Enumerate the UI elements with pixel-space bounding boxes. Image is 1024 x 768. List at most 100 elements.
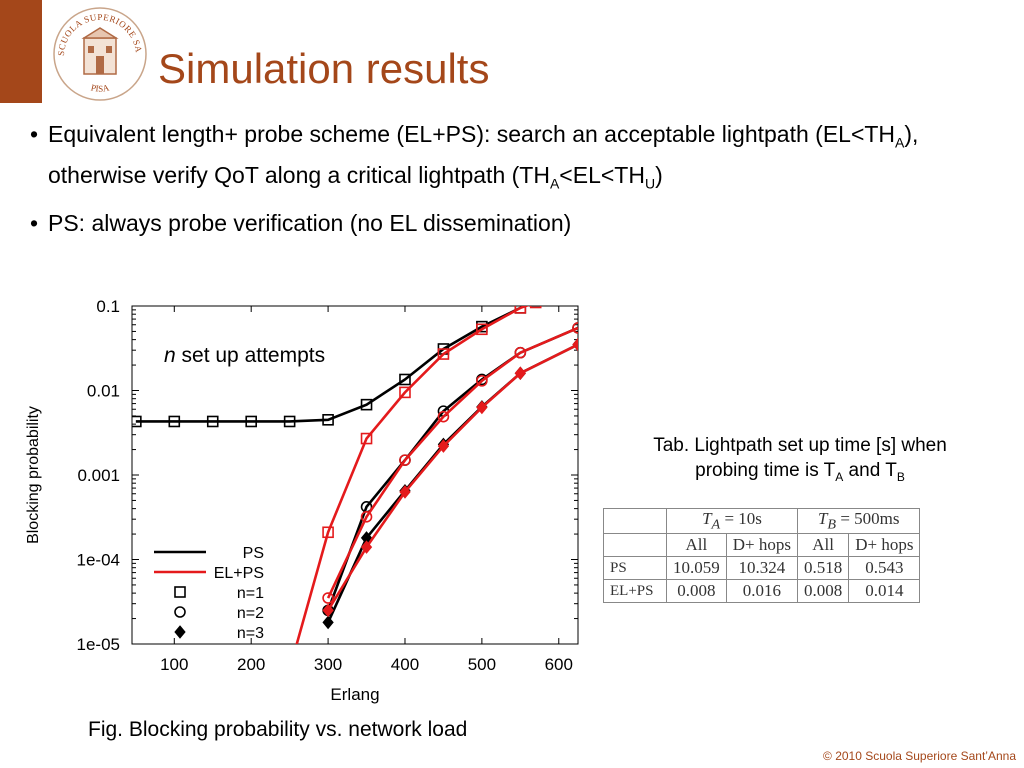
x-axis-label: Erlang — [330, 685, 379, 704]
legend-label: EL+PS — [214, 565, 264, 582]
accent-bar — [0, 0, 42, 103]
table-corner-cell — [603, 507, 667, 535]
data-point-ps-n1 — [322, 414, 334, 426]
x-tick-label: 100 — [160, 655, 188, 674]
x-tick-label: 500 — [468, 655, 496, 674]
data-point-el-ps-n3 — [360, 540, 373, 554]
data-point-ps-n1 — [206, 415, 219, 428]
table-cell: 0.016 — [725, 579, 798, 604]
y-tick-label: 0.01 — [87, 382, 120, 401]
x-tick-label: 200 — [237, 655, 265, 674]
plot-area — [132, 306, 578, 674]
series-line-el-ps-n3 — [326, 343, 578, 612]
data-point-ps-n1 — [360, 398, 373, 411]
table-cell: 0.008 — [666, 579, 727, 604]
legend-marker-diamond — [174, 625, 186, 639]
bullet-text-ps: PS: always probe verification (no EL dis… — [48, 210, 572, 237]
legend-marker-circle — [174, 606, 186, 618]
bullet-text-el-ps: Equivalent length+ probe scheme (EL+PS):… — [48, 121, 919, 192]
data-point-ps-n1 — [399, 373, 411, 386]
annotation-italic: n — [164, 344, 176, 367]
column-header: All — [666, 533, 727, 558]
x-tick-label: 300 — [314, 655, 342, 674]
y-tick-label: 0.1 — [96, 297, 120, 316]
table-cell: 10.059 — [666, 556, 727, 581]
series-line-el-ps-n1 — [295, 306, 530, 644]
svg-text:PISA: PISA — [90, 82, 111, 93]
legend-label: n=3 — [237, 625, 264, 642]
table-cell: 0.014 — [848, 579, 921, 604]
legend-marker-square — [174, 586, 186, 598]
setup-time-table: TA = 10s TB = 500ms All D+ hops All D+ h… — [603, 507, 921, 604]
table-cell: 0.543 — [848, 556, 921, 581]
annotation-text: set up attempts — [176, 344, 325, 367]
bullet-list: • Equivalent length+ probe scheme (EL+PS… — [30, 118, 1010, 247]
y-tick-label: 0.001 — [77, 466, 120, 485]
data-point-el-ps-n3 — [399, 485, 411, 499]
series-line-ps-n2 — [326, 326, 578, 611]
table-corner-cell — [603, 533, 667, 558]
series-line-ps-n3 — [326, 343, 578, 623]
chart-annotation: n set up attempts — [164, 344, 325, 367]
data-point-el-ps-n1 — [399, 386, 411, 399]
figure-caption: Fig. Blocking probability vs. network lo… — [88, 718, 468, 741]
data-point-el-ps-n1 — [514, 306, 527, 314]
copyright-notice: © 2010 Scuola Superiore Sant’Anna — [823, 749, 1016, 763]
chart-legend: PS EL+PS n=1 n=2 n=3 — [154, 545, 264, 642]
blocking-probability-chart: 100 200 300 400 500 600 0.1 0.01 0.001 1e-04 1e-05… — [25, 297, 579, 704]
column-header: D+ hops — [725, 533, 798, 558]
column-header: D+ hops — [848, 533, 921, 558]
table-row: PS 10.059 10.324 0.518 0.543 — [603, 556, 921, 581]
table-caption: Tab. Lightpath set up time [s] when prob… — [600, 433, 1000, 490]
y-tick-label: 1e-04 — [77, 551, 120, 570]
row-label: EL+PS — [603, 579, 667, 604]
data-point-el-ps-n2 — [572, 322, 578, 334]
bullet-item: • Equivalent length+ probe scheme (EL+PS… — [30, 118, 1010, 199]
data-point-el-ps-n1 — [360, 432, 373, 445]
bullet-item: • PS: always probe verification (no EL d… — [30, 207, 1010, 239]
table-caption-line1: Tab. Lightpath set up time [s] when — [653, 435, 947, 456]
data-point-el-ps-n2 — [476, 375, 488, 387]
data-point-el-ps-n1 — [529, 306, 542, 309]
bullet-dot: • — [30, 210, 39, 237]
data-point-el-ps-n2 — [360, 511, 373, 523]
data-point-el-ps-n3 — [476, 400, 488, 415]
series-line-el-ps-n2 — [326, 326, 578, 599]
column-header: All — [796, 533, 850, 558]
data-point-ps-n1 — [168, 415, 181, 428]
table-group-header-row: TA = 10s TB = 500ms — [603, 507, 921, 535]
data-point-el-ps-n3 — [572, 337, 578, 352]
data-point-el-ps-n1 — [322, 526, 334, 539]
x-tick-label: 600 — [545, 655, 573, 674]
data-point-ps-n1 — [132, 415, 142, 428]
school-logo-seal: SCUOLA SUPERIORE SANT'ANNA PISA — [50, 4, 147, 101]
data-point-ps-n3 — [322, 615, 334, 630]
table-cell: 0.518 — [796, 556, 850, 581]
series-line-ps-n1 — [135, 306, 521, 423]
data-point-ps-n1 — [283, 415, 296, 428]
legend-label: n=1 — [237, 585, 264, 602]
data-point-el-ps-n1 — [476, 323, 488, 336]
table-cell: 10.324 — [725, 556, 798, 581]
table-column-header-row: All D+ hops All D+ hops — [603, 533, 921, 558]
slide-title: Simulation results — [158, 45, 490, 92]
data-point-el-ps-n2 — [399, 454, 411, 466]
x-tick-label: 400 — [391, 655, 419, 674]
data-point-el-ps-n1 — [285, 664, 295, 674]
data-point-el-ps-n2 — [437, 410, 450, 423]
data-point-el-ps-n3 — [437, 439, 450, 453]
bullet-dot: • — [30, 121, 39, 147]
legend-label: n=2 — [237, 605, 264, 622]
data-point-el-ps-n3 — [514, 366, 526, 381]
group-header-tb: TB = 500ms — [796, 507, 921, 535]
table-caption-line2: probing time is TA and TB — [695, 460, 905, 484]
row-label: PS — [603, 556, 667, 581]
table-row: EL+PS 0.008 0.016 0.008 0.014 — [603, 579, 921, 604]
data-point-el-ps-n2 — [514, 346, 527, 359]
data-point-el-ps-n2 — [322, 592, 334, 604]
legend-label: PS — [243, 545, 264, 562]
group-header-ta: TA = 10s — [666, 507, 798, 535]
table-cell: 0.008 — [796, 579, 850, 604]
y-axis-label: Blocking probability — [25, 406, 42, 544]
data-point-el-ps-n3 — [322, 603, 334, 618]
